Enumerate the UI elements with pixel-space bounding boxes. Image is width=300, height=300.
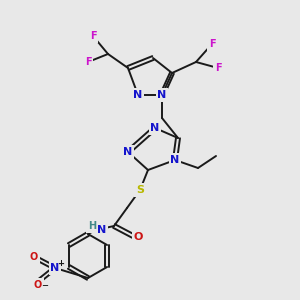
Text: O: O <box>30 252 38 262</box>
Text: O: O <box>133 232 143 242</box>
Text: N: N <box>158 90 166 100</box>
Text: N: N <box>150 123 160 133</box>
Text: F: F <box>215 63 221 73</box>
Text: F: F <box>209 39 215 49</box>
Text: N: N <box>98 225 106 235</box>
Text: O: O <box>34 280 42 290</box>
Text: N: N <box>170 155 180 165</box>
Text: S: S <box>136 185 144 195</box>
Text: −: − <box>41 281 49 290</box>
Text: +: + <box>58 259 64 268</box>
Text: F: F <box>90 31 96 41</box>
Text: H: H <box>88 221 96 231</box>
Text: N: N <box>134 90 142 100</box>
Text: N: N <box>123 147 133 157</box>
Text: F: F <box>85 57 91 67</box>
Text: N: N <box>50 263 60 273</box>
